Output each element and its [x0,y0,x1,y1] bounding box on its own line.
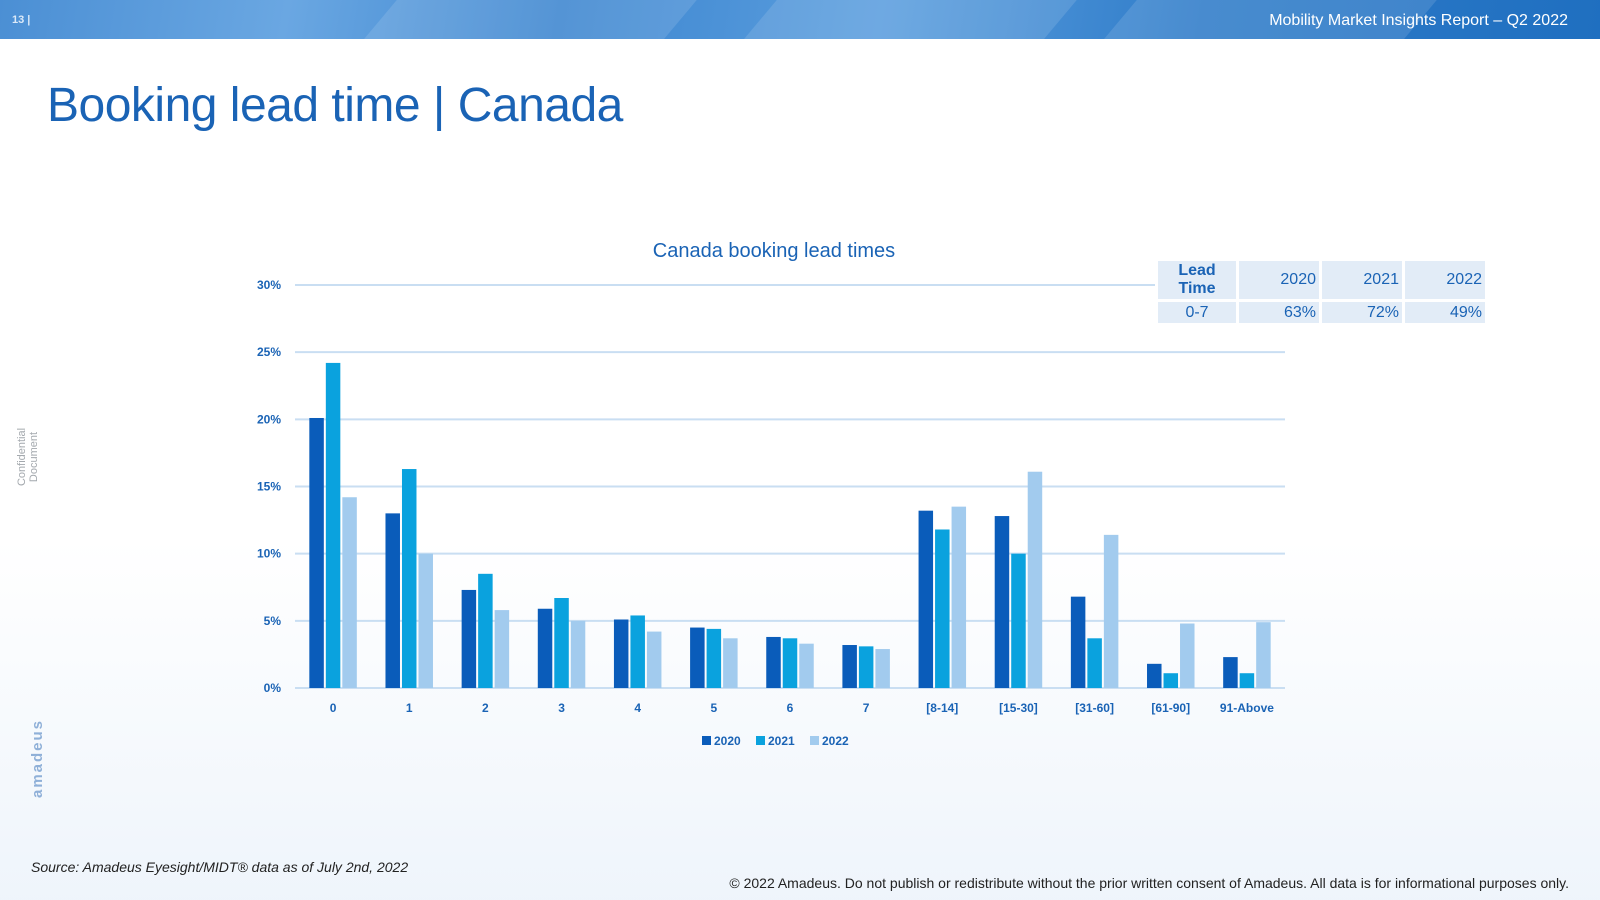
table-header-lead-time: Lead Time [1158,261,1236,299]
slide-title: Booking lead time | Canada [47,79,623,132]
table-row: 0-7 63% 72% 49% [1158,302,1485,323]
table-header-2020: 2020 [1239,261,1319,299]
bar-2020-5 [690,627,705,688]
header-bar: 13 | Mobility Market Insights Report – Q… [0,0,1600,39]
source-note: Source: Amadeus Eyesight/MIDT® data as o… [31,859,409,875]
y-tick-label: 5% [264,614,282,628]
bar-2020-4 [613,619,629,688]
bar-2022-0 [342,497,357,688]
bar-2021-6 [782,638,798,688]
chart-title: Canada booking lead times [653,240,895,262]
page-number: 13 | [12,14,31,26]
x-tick-label: [15-30] [999,701,1038,715]
table-cell-2020: 63% [1239,302,1319,323]
bar-2020-91-Above [1223,657,1238,688]
x-tick-label: 91-Above [1220,701,1274,715]
bar-2022-3 [570,620,586,688]
bar-2021-1 [401,469,417,688]
legend-label-2022: 2022 [822,734,849,748]
legend-swatch-2021 [756,736,765,745]
bar-2020-[61-90] [1147,663,1162,688]
bar-2022-5 [723,638,738,688]
lead-time-table: Lead Time 2020 2021 2022 0-7 63% 72% 49% [1155,258,1488,326]
bar-2020-[15-30] [994,516,1010,688]
table-header-row: Lead Time 2020 2021 2022 [1158,261,1485,299]
report-title: Mobility Market Insights Report – Q2 202… [1269,12,1568,29]
x-tick-label: [31-60] [1075,701,1114,715]
bar-2022-7 [875,649,890,688]
x-tick-label: 3 [558,701,565,715]
bar-2020-2 [461,589,477,688]
bar-2020-[8-14] [918,510,934,688]
x-tick-label: 6 [787,701,794,715]
copyright-notice: © 2022 Amadeus. Do not publish or redist… [729,875,1569,891]
legend-label-2020: 2020 [714,734,741,748]
bar-2021-[15-30] [1011,553,1026,688]
legend-label-2021: 2021 [768,734,795,748]
bar-2022-4 [646,631,662,688]
table-header-2021: 2021 [1322,261,1402,299]
bar-2021-0 [325,362,341,688]
x-tick-label: 1 [406,701,413,715]
city-skyline-background [0,540,1600,900]
y-tick-label: 15% [257,480,281,494]
bar-2021-3 [554,597,569,688]
y-tick-label: 30% [257,278,281,292]
bar-2021-5 [706,628,722,688]
y-tick-label: 0% [264,681,282,695]
bar-2021-[61-90] [1163,673,1179,688]
bar-2021-2 [478,573,493,688]
bar-2021-7 [858,646,874,688]
table-cell-2022: 49% [1405,302,1485,323]
x-tick-label: 4 [634,701,641,715]
bar-2020-0 [309,417,324,688]
x-tick-label: [8-14] [926,701,958,715]
bar-2021-91-Above [1239,673,1255,688]
table-header-2022: 2022 [1405,261,1485,299]
bar-2022-1 [418,553,433,688]
bar-2022-[31-60] [1103,534,1119,688]
table-cell-2021: 72% [1322,302,1402,323]
bar-2022-[15-30] [1027,471,1043,688]
x-tick-label: 7 [863,701,870,715]
bar-2022-[8-14] [951,506,967,688]
y-tick-label: 20% [257,412,281,426]
legend-swatch-2020 [702,736,711,745]
x-tick-label: 0 [330,701,337,715]
bar-2021-[31-60] [1087,638,1102,688]
y-tick-label: 10% [257,547,281,561]
bar-2020-3 [537,608,553,688]
legend-swatch-2022 [810,736,819,745]
bar-2021-4 [630,615,645,688]
bar-2020-6 [766,636,781,688]
x-tick-label: 2 [482,701,489,715]
bar-2022-2 [494,610,510,688]
x-tick-label: [61-90] [1151,701,1190,715]
bar-2020-7 [842,645,857,688]
x-tick-label: 5 [711,701,718,715]
bar-2022-91-Above [1256,622,1271,688]
bar-2022-[61-90] [1180,623,1195,688]
bar-2020-1 [385,513,400,688]
bar-2022-6 [799,643,814,688]
y-tick-label: 25% [257,345,281,359]
bar-2021-[8-14] [935,529,950,688]
bar-2020-[31-60] [1070,596,1086,688]
table-cell-lead-time: 0-7 [1158,302,1236,323]
